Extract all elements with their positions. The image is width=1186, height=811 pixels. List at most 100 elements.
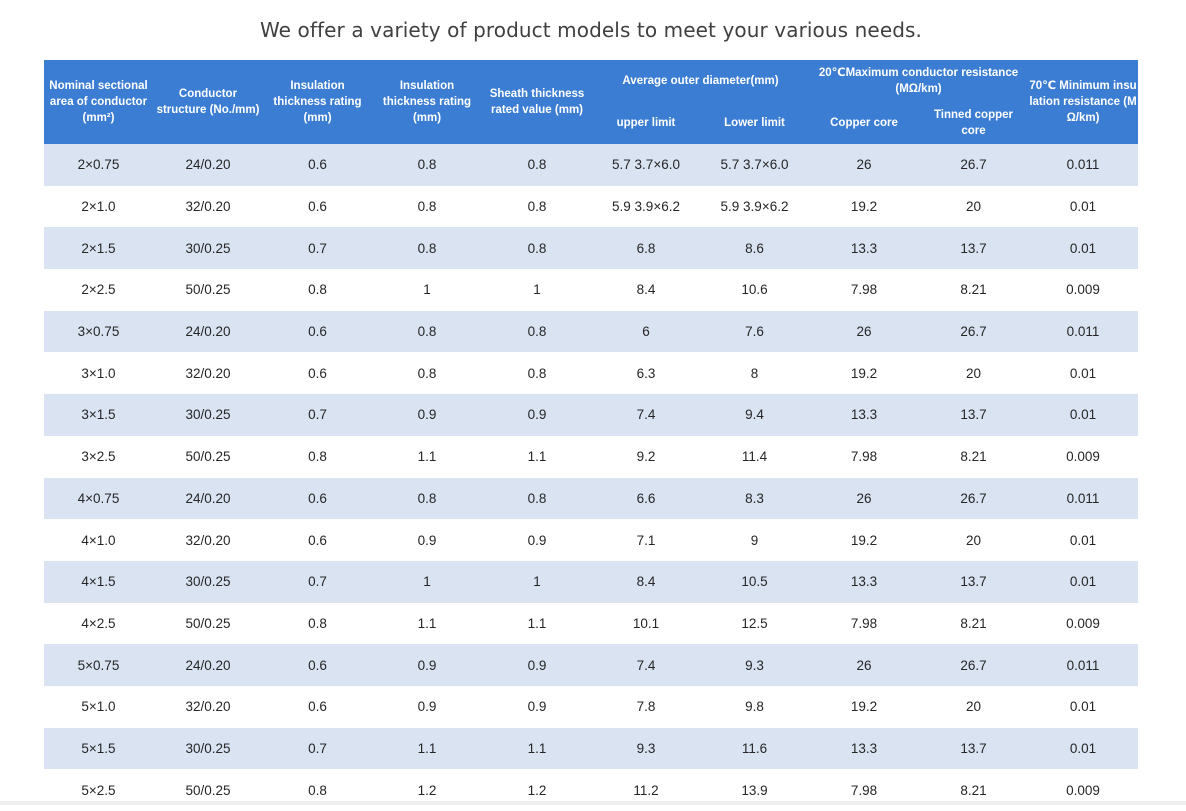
table-body: 2×0.75 24/0.20 0.6 0.8 0.8 5.7 3.7×6.0 5.7 3.7…	[44, 144, 1138, 811]
cell-tinned-copper-core: 8.21	[919, 269, 1028, 311]
table-row: 4×1.5 30/0.25 0.7 1 1 8.4 10.5 13.3 13.7 0.01	[44, 560, 1138, 603]
cell-lower-limit: 10.6	[700, 269, 809, 311]
cell-nominal-area: 4×1.5	[44, 560, 153, 603]
cell-insulation-thickness-2: 1.1	[372, 602, 482, 645]
table-row: 5×1.0 32/0.20 0.6 0.9 0.9 7.8 9.8 19.2 20 0.01	[44, 685, 1138, 728]
cell-conductor-structure: 24/0.20	[153, 144, 263, 186]
cell-insulation-thickness-2: 1.1	[372, 435, 482, 478]
cell-copper-core: 26	[809, 644, 919, 686]
table-row: 4×2.5 50/0.25 0.8 1.1 1.1 10.1 12.5 7.98 8.21 0.0…	[44, 602, 1138, 645]
cell-insulation-thickness-1: 0.7	[263, 727, 372, 770]
cell-conductor-structure: 24/0.20	[153, 310, 263, 353]
cell-insulation-thickness-1: 0.7	[263, 560, 372, 603]
cell-nominal-area: 2×1.5	[44, 227, 153, 270]
cell-sheath-thickness: 1.1	[482, 435, 592, 478]
table-row: 2×2.5 50/0.25 0.8 1 1 8.4 10.6 7.98 8.21 0.009	[44, 269, 1138, 311]
cell-insulation-thickness-2: 0.8	[372, 310, 482, 353]
cell-copper-core: 26	[809, 310, 919, 353]
cell-sheath-thickness: 1	[482, 560, 592, 603]
cell-nominal-area: 5×1.0	[44, 685, 153, 728]
cell-conductor-structure: 24/0.20	[153, 644, 263, 686]
cell-insulation-resistance: 0.011	[1028, 310, 1138, 353]
cell-upper-limit: 9.3	[592, 727, 700, 770]
header-insulation-resistance: 70℃ Minimum insulation resistance (MΩ/km…	[1028, 60, 1138, 144]
cell-insulation-thickness-2: 0.8	[372, 185, 482, 228]
cell-tinned-copper-core: 13.7	[919, 560, 1028, 603]
cell-copper-core: 13.3	[809, 394, 919, 436]
cell-insulation-thickness-2: 1	[372, 269, 482, 311]
table-row: 3×2.5 50/0.25 0.8 1.1 1.1 9.2 11.4 7.98 8.21 0.00…	[44, 435, 1138, 478]
cell-insulation-thickness-2: 0.8	[372, 227, 482, 270]
cell-upper-limit: 7.1	[592, 519, 700, 561]
cell-nominal-area: 5×0.75	[44, 644, 153, 686]
cell-nominal-area: 2×1.0	[44, 185, 153, 228]
bottom-divider	[0, 801, 1186, 805]
cell-insulation-thickness-1: 0.6	[263, 685, 372, 728]
cell-sheath-thickness: 0.8	[482, 310, 592, 353]
page-title: We offer a variety of product models to …	[259, 18, 923, 42]
table-row: 5×1.5 30/0.25 0.7 1.1 1.1 9.3 11.6 13.3 13.7 0.01	[44, 727, 1138, 770]
cell-upper-limit: 7.4	[592, 394, 700, 436]
cell-insulation-thickness-2: 0.9	[372, 644, 482, 686]
header-lower-limit: Lower limit	[700, 102, 809, 144]
header-insulation-thickness-1: Insulation thickness rating (mm)	[263, 60, 372, 144]
cell-insulation-thickness-1: 0.6	[263, 144, 372, 186]
cell-lower-limit: 9.8	[700, 685, 809, 728]
cell-insulation-thickness-1: 0.8	[263, 269, 372, 311]
cell-insulation-thickness-2: 1.1	[372, 727, 482, 770]
cell-tinned-copper-core: 20	[919, 685, 1028, 728]
cell-insulation-thickness-1: 0.6	[263, 310, 372, 353]
cell-insulation-thickness-2: 0.9	[372, 685, 482, 728]
cell-conductor-structure: 50/0.25	[153, 269, 263, 311]
cell-tinned-copper-core: 26.7	[919, 310, 1028, 353]
cell-nominal-area: 5×1.5	[44, 727, 153, 770]
cell-copper-core: 7.98	[809, 435, 919, 478]
cell-lower-limit: 11.6	[700, 727, 809, 770]
cell-tinned-copper-core: 13.7	[919, 727, 1028, 770]
cell-insulation-thickness-1: 0.8	[263, 435, 372, 478]
cell-insulation-thickness-2: 0.9	[372, 394, 482, 436]
cell-insulation-resistance: 0.009	[1028, 269, 1138, 311]
cell-copper-core: 7.98	[809, 269, 919, 311]
cell-insulation-resistance: 0.01	[1028, 394, 1138, 436]
table-row: 2×0.75 24/0.20 0.6 0.8 0.8 5.7 3.7×6.0 5.7 3.7…	[44, 144, 1138, 186]
cell-insulation-thickness-1: 0.8	[263, 602, 372, 645]
cell-tinned-copper-core: 26.7	[919, 144, 1028, 186]
cell-conductor-structure: 50/0.25	[153, 602, 263, 645]
table-header: Nominal sectional area of conductor (mm²…	[44, 60, 1138, 144]
cell-copper-core: 13.3	[809, 227, 919, 270]
cell-sheath-thickness: 0.8	[482, 477, 592, 520]
table-row: 3×1.0 32/0.20 0.6 0.8 0.8 6.3 8 19.2 20 0.01	[44, 352, 1138, 395]
table-row: 3×0.75 24/0.20 0.6 0.8 0.8 6 7.6 26 26.7 0.011	[44, 310, 1138, 353]
cell-insulation-thickness-1: 0.6	[263, 477, 372, 520]
cell-tinned-copper-core: 26.7	[919, 477, 1028, 520]
cell-sheath-thickness: 0.9	[482, 685, 592, 728]
cell-nominal-area: 4×1.0	[44, 519, 153, 561]
cell-insulation-thickness-1: 0.6	[263, 644, 372, 686]
cell-insulation-resistance: 0.01	[1028, 352, 1138, 395]
cell-sheath-thickness: 1	[482, 269, 592, 311]
cell-insulation-thickness-1: 0.6	[263, 352, 372, 395]
cell-insulation-thickness-2: 0.9	[372, 519, 482, 561]
cell-conductor-structure: 32/0.20	[153, 352, 263, 395]
cell-nominal-area: 4×2.5	[44, 602, 153, 645]
header-insulation-thickness-2: Insulation thickness rating (mm)	[372, 60, 482, 144]
cell-insulation-resistance: 0.01	[1028, 560, 1138, 603]
cell-conductor-structure: 32/0.20	[153, 685, 263, 728]
cell-lower-limit: 9.4	[700, 394, 809, 436]
cell-insulation-resistance: 0.01	[1028, 185, 1138, 228]
cell-sheath-thickness: 1.1	[482, 602, 592, 645]
cell-copper-core: 13.3	[809, 560, 919, 603]
cell-insulation-resistance: 0.009	[1028, 602, 1138, 645]
cell-tinned-copper-core: 26.7	[919, 644, 1028, 686]
cell-insulation-resistance: 0.01	[1028, 727, 1138, 770]
cell-sheath-thickness: 0.9	[482, 644, 592, 686]
cell-copper-core: 19.2	[809, 685, 919, 728]
cell-nominal-area: 3×2.5	[44, 435, 153, 478]
cell-copper-core: 26	[809, 144, 919, 186]
cell-upper-limit: 5.9 3.9×6.2	[592, 185, 700, 228]
header-copper-core: Copper core	[809, 102, 919, 144]
cell-insulation-thickness-2: 1	[372, 560, 482, 603]
cell-upper-limit: 8.4	[592, 269, 700, 311]
cell-lower-limit: 9.3	[700, 644, 809, 686]
